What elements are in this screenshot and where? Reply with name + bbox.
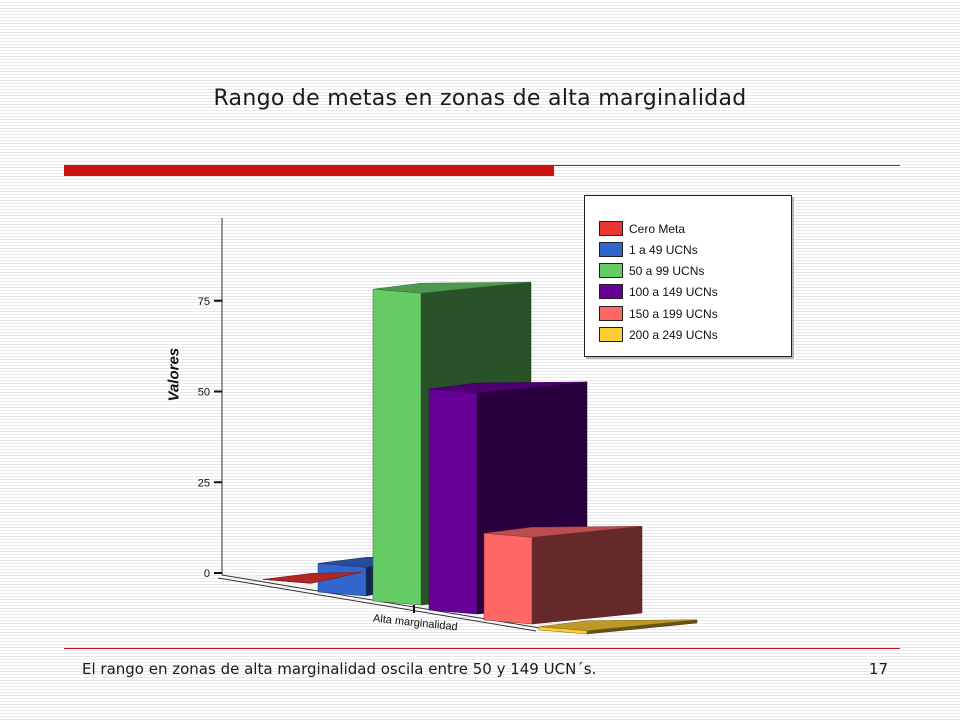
legend-label: 50 a 99 UCNs	[629, 264, 705, 278]
legend-item: 50 a 99 UCNs	[599, 263, 704, 279]
y-tick-label: 0	[204, 568, 210, 580]
legend-label: 200 a 249 UCNs	[629, 328, 718, 342]
page-number: 17	[868, 660, 888, 678]
y-tick-label: 75	[198, 296, 210, 308]
legend-label: 150 a 199 UCNs	[629, 307, 718, 321]
legend-swatch	[599, 306, 623, 321]
bar-200-a-249-ucns	[538, 619, 698, 635]
bar-front	[483, 532, 533, 625]
bar-front	[317, 563, 367, 597]
legend-swatch	[599, 242, 623, 257]
y-axis-title: Valores	[165, 347, 183, 402]
slide-title: Rango de metas en zonas de alta marginal…	[213, 86, 747, 111]
legend-item: 150 a 199 UCNs	[599, 306, 718, 322]
legend-label: 1 a 49 UCNs	[629, 243, 698, 257]
title-underline-thin	[554, 165, 900, 166]
legend-swatch	[599, 221, 623, 236]
legend-item: Cero Meta	[599, 221, 685, 237]
legend: Cero Meta 1 a 49 UCNs 50 a 99 UCNs 100 a 14…	[584, 195, 792, 357]
legend-swatch	[599, 327, 623, 342]
x-axis-baseline	[217, 577, 537, 632]
title-underline-thick	[64, 165, 554, 176]
legend-swatch	[599, 284, 623, 299]
legend-item: 1 a 49 UCNs	[599, 242, 698, 258]
bar-front	[538, 626, 588, 635]
bar-side	[531, 525, 643, 625]
bar-cero-meta	[262, 571, 362, 584]
bar-front	[428, 388, 478, 615]
bar-150-a-199-ucns	[483, 525, 643, 625]
y-tick-label: 25	[198, 477, 210, 489]
bar-front	[262, 578, 312, 584]
footer-caption: El rango en zonas de alta marginalidad o…	[82, 660, 597, 678]
y-tick-label: 50	[198, 387, 210, 399]
legend-swatch	[599, 263, 623, 278]
legend-item: 200 a 249 UCNs	[599, 327, 718, 343]
legend-label: Cero Meta	[629, 222, 686, 236]
bar-front	[372, 288, 422, 606]
legend-item: 100 a 149 UCNs	[599, 284, 718, 300]
legend-label: 100 a 149 UCNs	[629, 285, 718, 299]
footer-divider	[64, 648, 900, 649]
